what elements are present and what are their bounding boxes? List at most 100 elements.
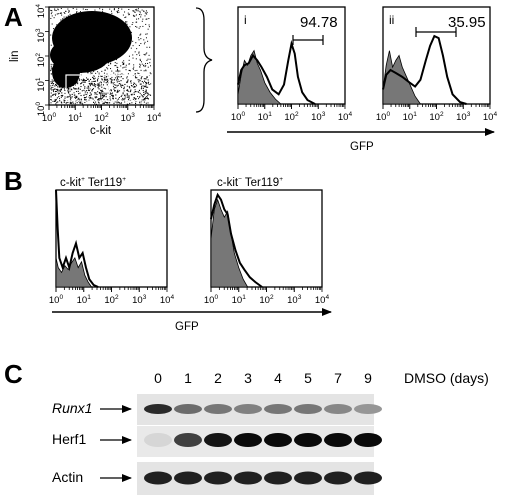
event-dot [148,54,150,56]
event-dot [102,18,104,20]
event-dot [116,101,118,103]
panel-c-letter: C [4,359,23,389]
lane-label: 0 [154,370,162,386]
event-dot [61,56,63,58]
event-dot [130,81,132,83]
event-dot [55,10,57,12]
gfp-histogram [210,192,263,288]
blot-band [234,404,262,414]
event-dot [71,68,73,70]
event-dot [106,49,108,51]
event-dot [147,82,149,84]
event-dot [92,75,94,77]
event-dot [107,75,109,77]
event-dot [78,14,80,16]
event-dot [53,62,55,64]
event-dot [100,91,102,93]
gfp-histogram [382,34,467,105]
event-dot [141,95,143,97]
event-dot [85,12,87,14]
event-dot [139,59,141,61]
event-dot [80,58,82,60]
event-dot [110,78,112,80]
event-dot [74,88,76,90]
event-dot [126,77,128,79]
event-dot [50,81,52,83]
event-dot [73,65,75,67]
event-dot [136,48,138,50]
event-dot [75,43,77,45]
event-dot [103,102,105,104]
event-dot [59,85,61,87]
event-dot [67,69,69,71]
event-dot [109,60,111,62]
event-dot [100,24,102,26]
tick-label: 102 [429,111,444,123]
event-dot [144,66,146,68]
event-dot [123,88,125,90]
control-histogram [55,257,93,288]
event-dot [50,70,52,72]
event-dot [70,33,72,35]
event-dot [140,94,142,96]
event-dot [150,83,152,85]
tick-label: 101 [68,112,83,124]
event-dot [105,82,107,84]
event-dot [128,69,130,71]
event-dot [61,14,63,16]
histogram-b-ckit-pos: 100 101 102 103 104 [49,189,174,306]
event-dot [75,38,77,40]
event-dot [62,74,64,76]
event-dot [71,96,73,98]
event-dot [90,94,92,96]
event-dot [74,84,76,86]
event-dot [112,83,114,85]
event-dot [57,68,59,70]
event-dot [123,98,125,100]
event-dot [98,101,100,104]
blot-band [324,433,352,447]
event-dot [71,102,73,104]
event-dot [62,68,64,70]
event-dot [53,80,55,82]
event-dot [131,94,133,96]
blot-band [354,404,382,414]
event-dot [133,92,135,94]
event-dot [138,79,140,81]
event-dot [103,63,105,65]
event-dot [134,82,136,84]
event-dot [85,45,87,47]
event-dot [75,72,77,74]
event-dot [103,92,105,94]
event-dot [102,31,104,33]
event-dot [103,64,105,66]
event-dot [144,85,146,87]
event-dot [58,90,60,92]
event-dot [53,83,55,85]
event-dot [76,17,78,19]
event-dot [97,83,99,85]
event-dot [107,80,109,82]
event-dot [99,48,101,50]
event-dot [102,94,104,96]
event-dot [106,99,108,101]
event-dot [51,53,53,55]
lane-labels: 0 1 2 3 4 5 7 9 [154,370,372,386]
event-dot [57,83,59,85]
event-dot [116,34,118,36]
event-dot [116,75,118,77]
event-dot [93,31,95,33]
event-dot [92,78,94,80]
dotplot-y-ticks: 100 101 102 103 104 [35,4,49,116]
event-dot [56,45,58,47]
event-dot [82,79,84,81]
event-dot [134,73,136,75]
event-dot [104,21,106,23]
event-dot [137,37,139,39]
event-dot [101,79,103,81]
event-dot [51,73,53,75]
event-dot [69,13,71,15]
event-dot [135,91,137,93]
event-dot [79,34,81,36]
event-dot [87,89,89,91]
